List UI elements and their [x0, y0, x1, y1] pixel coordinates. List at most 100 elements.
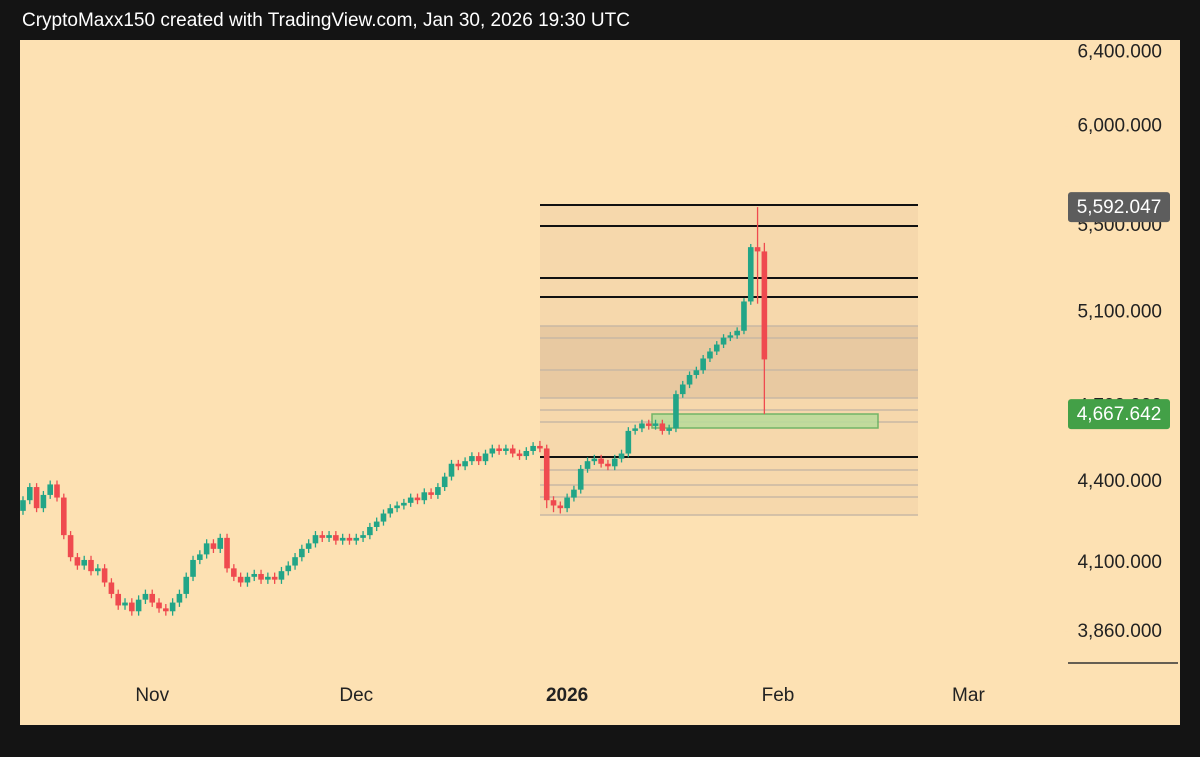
header: CryptoMaxx150 created with TradingView.c… [22, 10, 630, 31]
candle-body [693, 370, 700, 375]
support-zone [651, 413, 879, 429]
candle-body [720, 337, 727, 345]
candle-body [244, 576, 251, 583]
price-tag-label: 5,592.047 [1077, 197, 1162, 218]
candle-body [713, 344, 720, 352]
candle-body [469, 456, 475, 462]
candle-body [61, 497, 67, 536]
candle-body [448, 463, 455, 477]
candle-body [428, 492, 434, 495]
candle-body [40, 494, 47, 509]
candle-body [258, 573, 264, 580]
candle-body [176, 593, 183, 603]
candle-body [414, 497, 421, 501]
candle-body [108, 582, 115, 594]
candle-body [571, 489, 577, 498]
candle-body [550, 500, 557, 506]
candle-body [67, 535, 74, 558]
y-tick-label: 4,100.000 [1077, 552, 1162, 573]
candle-body [333, 535, 339, 541]
candle-body [387, 508, 394, 514]
candle-body [509, 448, 516, 454]
candle-body [122, 602, 128, 606]
candle-body [197, 554, 203, 560]
candle-body [707, 351, 713, 359]
candle-body [88, 559, 94, 572]
candle-body [299, 548, 305, 558]
candle-body [271, 576, 278, 580]
x-tick-label: Nov [135, 685, 169, 706]
candle-body [598, 458, 604, 464]
candle-body [543, 448, 550, 501]
y-tick-label: 6,000.000 [1077, 115, 1162, 136]
candle-body [149, 593, 156, 603]
candle-body [47, 484, 53, 495]
candle-body [727, 335, 734, 338]
candle-body [129, 602, 135, 612]
candle-body [217, 537, 224, 549]
candle-body [475, 456, 482, 462]
candle-body [645, 423, 652, 426]
candle-body [482, 453, 489, 462]
candle-body [686, 374, 693, 385]
candle-body [503, 448, 509, 451]
x-tick-label: 2026 [546, 685, 588, 706]
candle-body [700, 358, 706, 371]
candle-body [523, 450, 530, 457]
candle-body [462, 461, 468, 467]
candle-body [618, 453, 625, 459]
candle-body [632, 428, 638, 431]
candle-body [679, 384, 686, 395]
candle-body [673, 394, 679, 429]
candle-body [26, 487, 33, 501]
candle-body [115, 593, 122, 606]
candle-body [231, 568, 237, 577]
candle-body [163, 608, 169, 612]
candle-body [530, 445, 536, 451]
candle-body [210, 543, 217, 549]
candle-body [278, 571, 285, 580]
candle-body [367, 526, 373, 536]
candle-body [455, 463, 462, 467]
y-tick-label: 4,400.000 [1077, 471, 1162, 492]
candle-body [754, 247, 761, 252]
candle-body [659, 423, 666, 431]
x-tick-label: Mar [952, 685, 985, 706]
candle-body [339, 537, 346, 541]
candle-body [265, 576, 271, 580]
candle-body [537, 445, 543, 449]
candle-body [747, 247, 754, 302]
candle-body [564, 497, 570, 509]
candle-body [516, 453, 523, 457]
fib-drawing [540, 204, 918, 516]
price-tag [1068, 192, 1170, 223]
candle-body [95, 568, 101, 572]
candle-body [251, 573, 258, 577]
candle-body [305, 543, 312, 549]
candle-body [169, 602, 176, 612]
price-tag [1068, 399, 1170, 430]
x-tick-label: Feb [762, 685, 795, 706]
candle-body [741, 301, 747, 331]
candle-body [557, 505, 564, 509]
candle-body [441, 476, 448, 488]
candle-body [666, 428, 672, 431]
candle-body [639, 423, 645, 429]
candle-body [584, 461, 591, 469]
candle-body [577, 468, 584, 490]
candle-body [761, 251, 768, 360]
candle-body [312, 535, 319, 544]
candle-body [135, 599, 142, 612]
candle-body [407, 497, 414, 503]
candle-body [285, 565, 292, 572]
price-tag-label: 4,667.642 [1077, 404, 1162, 425]
candle-body [203, 543, 210, 555]
candle-body [190, 559, 196, 577]
chart-area [20, 40, 1180, 725]
candle-body [421, 492, 428, 501]
candle-body [652, 423, 659, 426]
candle-body [101, 568, 108, 583]
candle-body [625, 430, 632, 454]
candle-body [605, 463, 611, 467]
candle-body [224, 537, 230, 569]
